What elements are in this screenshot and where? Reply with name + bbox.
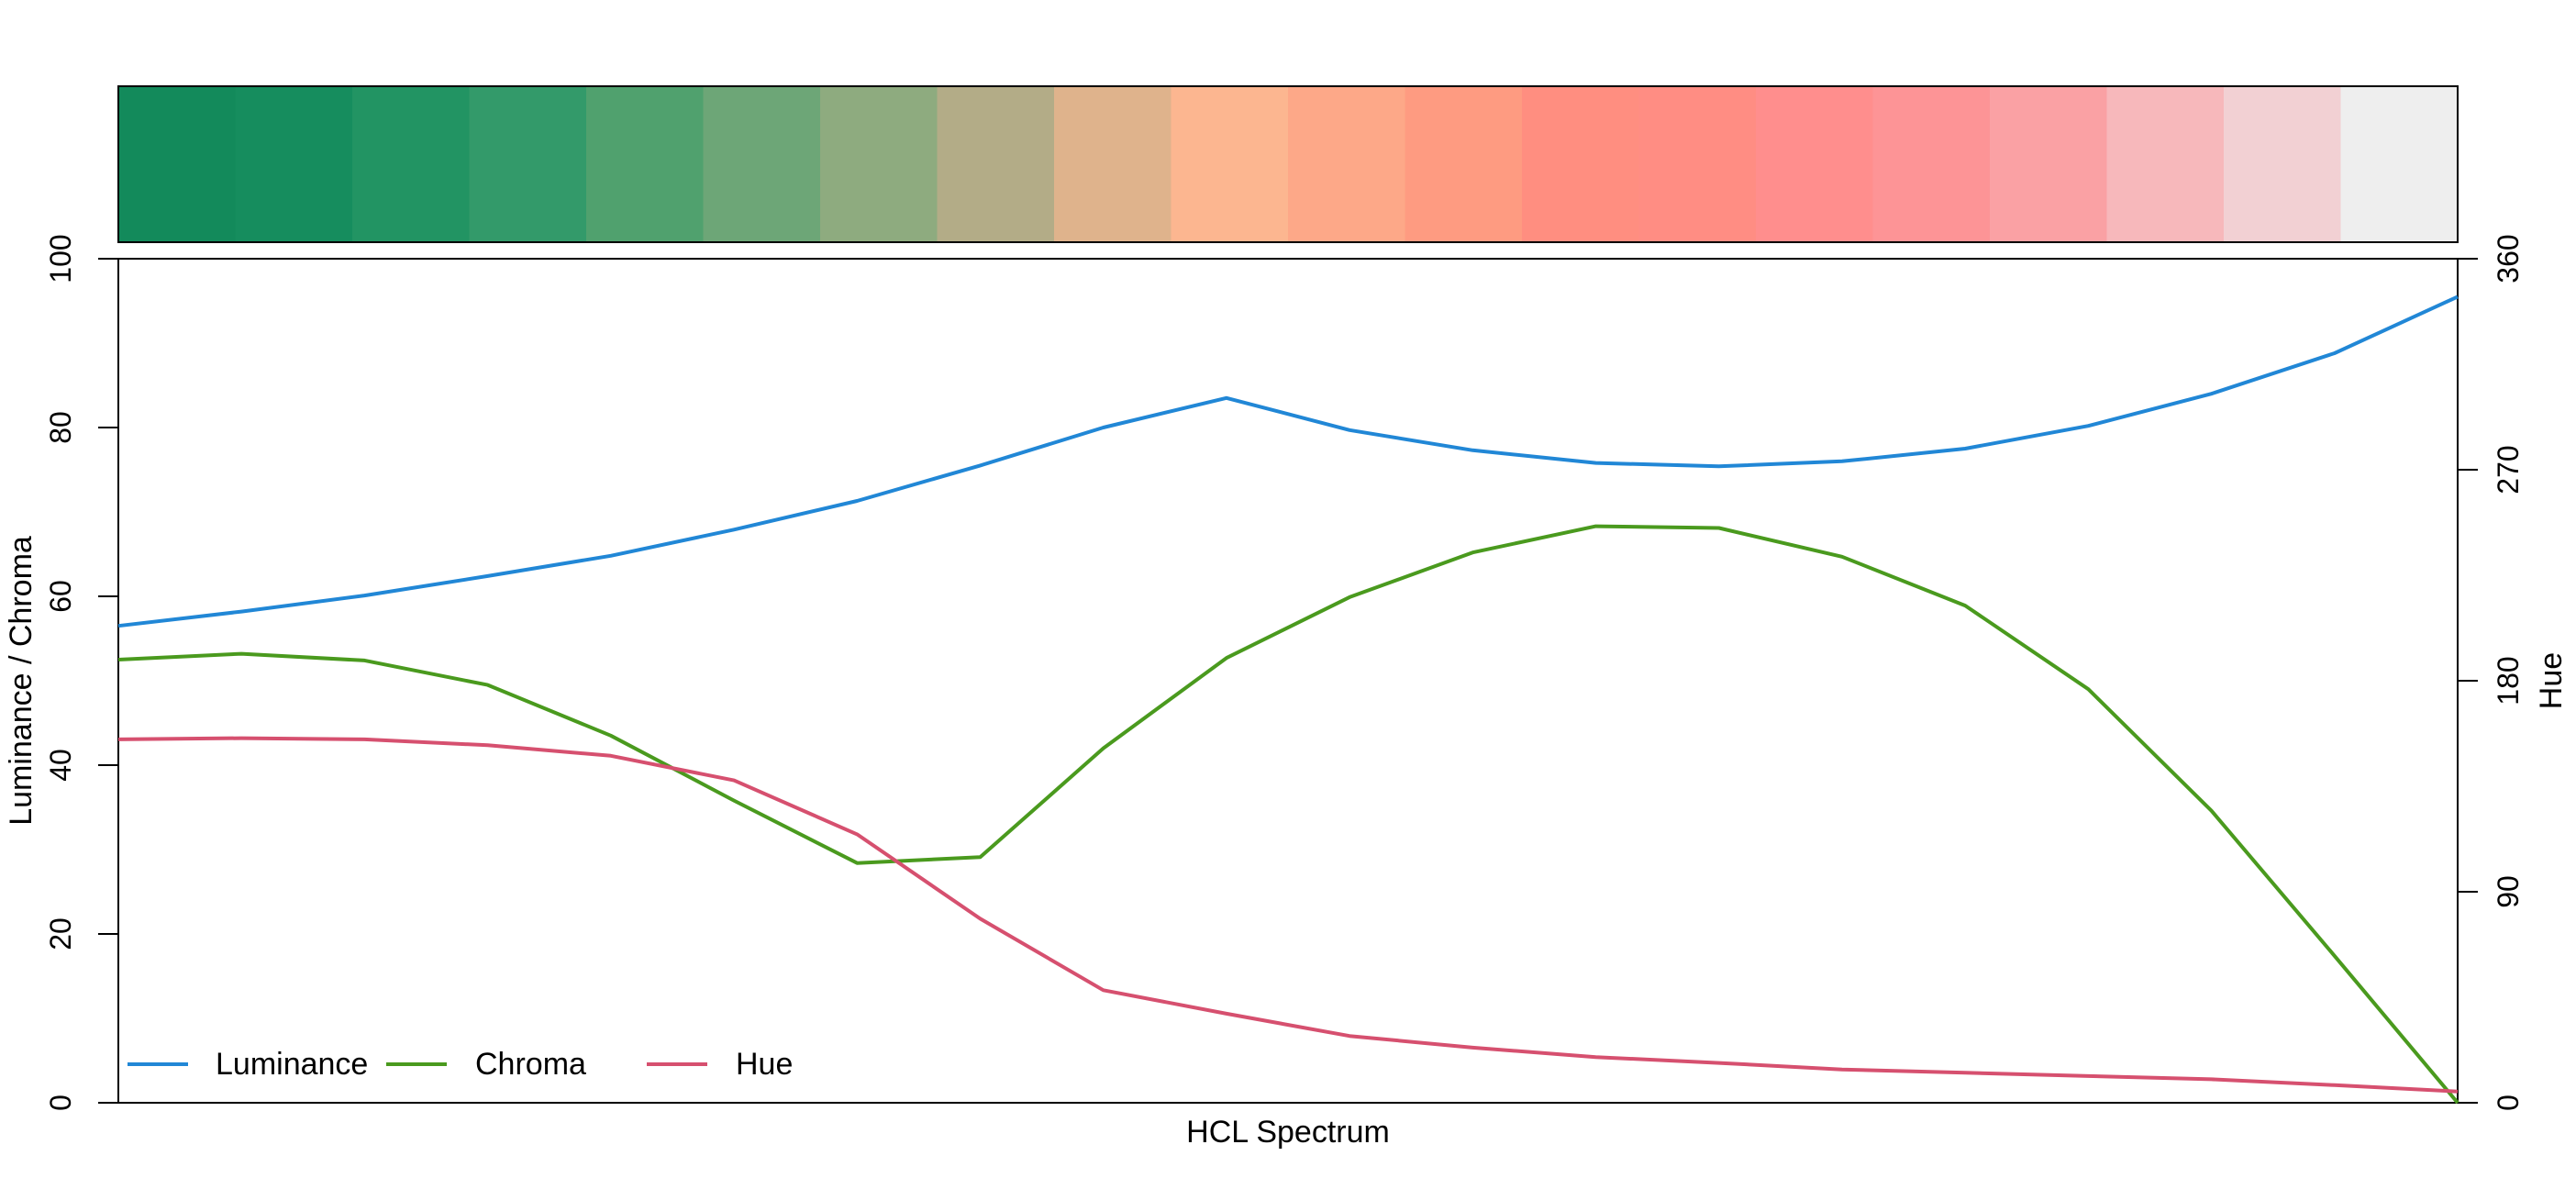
color-swatch <box>1756 86 1874 242</box>
color-swatch <box>118 86 237 242</box>
color-swatch <box>1171 86 1289 242</box>
color-swatch <box>1522 86 1640 242</box>
color-swatch <box>820 86 938 242</box>
series-line-luminance <box>117 294 2459 628</box>
right-axis-tick-label: 270 <box>2492 445 2525 494</box>
color-swatch <box>1990 86 2108 242</box>
color-swatch <box>1054 86 1172 242</box>
color-swatch-strip <box>118 86 2459 242</box>
legend-label-hue: Hue <box>736 1047 793 1082</box>
right-axis-tick-label: 360 <box>2492 234 2525 283</box>
y-axis-title: Luminance / Chroma <box>4 536 39 826</box>
right-axis-tick-label: 0 <box>2492 1095 2525 1111</box>
right-y-axis: 0 90 180 270 360 <box>2458 234 2525 1111</box>
y2-axis-title: Hue <box>2534 652 2569 709</box>
left-axis-tick-label: 60 <box>44 580 77 613</box>
legend-label-luminance: Luminance <box>216 1047 368 1082</box>
color-swatch <box>2106 86 2225 242</box>
color-swatch <box>1288 86 1406 242</box>
color-swatch <box>937 86 1055 242</box>
legend: Luminance Chroma Hue <box>128 1047 793 1082</box>
series-lines <box>117 294 2459 1105</box>
color-swatch <box>1872 86 1991 242</box>
series-line-chroma <box>117 524 2459 1105</box>
left-axis-tick-label: 20 <box>44 917 77 950</box>
left-y-axis: 0 20 40 60 80 100 <box>44 234 118 1111</box>
left-axis-tick-label: 0 <box>44 1095 77 1111</box>
color-swatch <box>469 86 587 242</box>
x-axis-title: HCL Spectrum <box>1186 1115 1390 1150</box>
color-swatch <box>235 86 353 242</box>
left-axis-tick-label: 100 <box>44 234 77 283</box>
color-swatch <box>1405 86 1523 242</box>
color-swatch <box>2340 86 2459 242</box>
color-swatch <box>1638 86 1757 242</box>
color-swatch <box>352 86 471 242</box>
legend-label-chroma: Chroma <box>475 1047 586 1082</box>
color-swatch <box>2224 86 2342 242</box>
swatch-strip-frame <box>117 85 2459 243</box>
left-axis-tick-label: 40 <box>44 749 77 782</box>
left-axis-tick-label: 80 <box>44 411 77 444</box>
series-line-hue <box>117 736 2459 1094</box>
color-swatch <box>586 86 705 242</box>
color-swatch <box>703 86 821 242</box>
right-axis-tick-label: 90 <box>2492 875 2525 908</box>
right-axis-tick-label: 180 <box>2492 656 2525 705</box>
